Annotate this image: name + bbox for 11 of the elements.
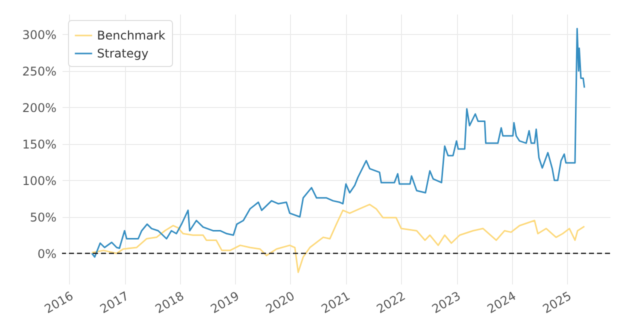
y-tick-label: 0% [37,246,56,261]
y-tick-label: 300% [22,28,56,42]
line-series [91,204,586,274]
y-tick-label: 250% [22,64,56,78]
y-tick-label: 50% [30,210,56,224]
line-series [91,28,586,258]
legend-label: Benchmark [97,28,166,42]
y-tick-label: 150% [22,137,56,152]
legend-label: Strategy [97,46,148,60]
y-tick-label: 200% [22,100,56,115]
y-tick-label: 100% [22,174,56,188]
